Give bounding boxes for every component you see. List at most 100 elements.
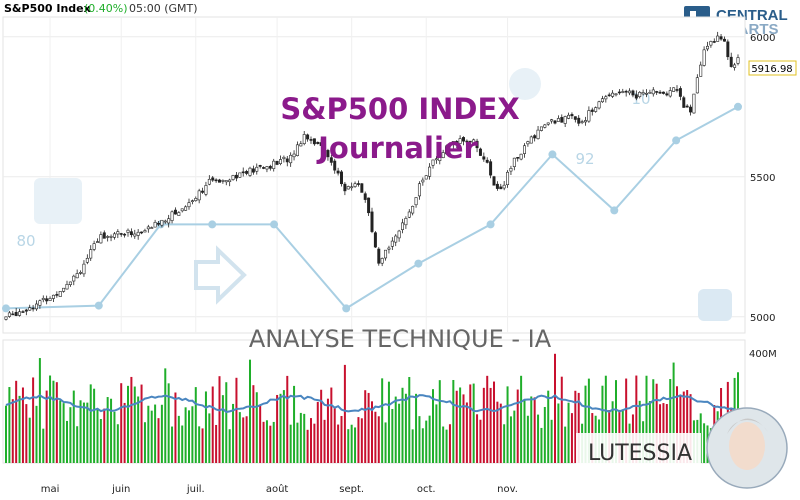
volume-bar — [547, 390, 550, 463]
candle-body — [478, 148, 482, 156]
volume-bar — [232, 403, 235, 463]
volume-bar — [249, 359, 251, 463]
volume-bar — [11, 399, 14, 463]
volume-bar — [435, 404, 438, 463]
volume-bar — [533, 397, 536, 463]
candle-body — [224, 180, 228, 183]
volume-bar — [584, 385, 587, 463]
candle-body — [126, 229, 130, 233]
change-percent: (0.40%) — [84, 2, 128, 15]
candle-body — [692, 93, 696, 114]
volume-bar — [689, 394, 692, 463]
candle-body — [275, 160, 279, 165]
volume-bar — [340, 416, 343, 463]
volume-bar — [66, 420, 68, 463]
volume-bar — [299, 412, 302, 463]
candle-body — [628, 90, 632, 94]
candle-body — [75, 273, 79, 279]
volume-bar — [574, 390, 577, 463]
candle-body — [695, 77, 699, 94]
volume-bar — [130, 376, 133, 463]
candle-body — [153, 221, 157, 228]
candle-body — [160, 219, 164, 226]
volume-bar — [238, 412, 241, 463]
volume-bar — [269, 425, 272, 463]
volume-bar — [418, 416, 421, 463]
candle-body — [384, 249, 388, 259]
candle-body — [207, 178, 211, 185]
volume-bar — [540, 427, 543, 463]
candle-body — [306, 134, 310, 140]
candle-body — [529, 136, 533, 144]
candle-body — [180, 208, 184, 212]
candle-body — [414, 197, 418, 206]
candle-body — [638, 92, 642, 98]
candle-body — [177, 212, 181, 216]
volume-bar — [177, 415, 180, 463]
candle-body — [614, 93, 618, 96]
volume-bar — [296, 422, 299, 463]
candle-body — [533, 135, 537, 139]
candle-body — [716, 35, 720, 42]
x-tick-label: juin — [111, 484, 130, 495]
author-name: LUTESSIA — [588, 441, 692, 466]
volume-bar — [150, 410, 153, 463]
candle-body — [360, 183, 364, 193]
volume-axis-label: 400M — [749, 349, 777, 360]
candle-body — [340, 171, 343, 185]
volume-bar — [221, 395, 224, 463]
volume-bar — [357, 417, 360, 463]
volume-bar — [482, 387, 485, 463]
candle-body — [45, 298, 49, 302]
volume-bar — [245, 416, 248, 463]
volume-bar — [89, 384, 92, 463]
volume-bar — [682, 391, 685, 463]
candle-body — [590, 109, 594, 112]
volume-bar — [35, 405, 38, 463]
candle-body — [689, 106, 693, 113]
candle-body — [380, 258, 384, 264]
candle-body — [214, 179, 218, 182]
volume-bar — [384, 422, 387, 463]
volume-bar — [601, 385, 604, 463]
candle-body — [62, 287, 66, 292]
candle-body — [438, 156, 442, 161]
volume-bar — [93, 388, 96, 463]
candle-body — [279, 159, 282, 164]
candle-body — [231, 175, 235, 180]
candle-body — [523, 145, 526, 154]
candle-body — [35, 303, 38, 310]
candle-body — [238, 172, 242, 178]
volume-bar — [398, 403, 401, 463]
candle-body — [116, 231, 120, 235]
volume-bar — [638, 400, 641, 463]
volume-bar — [86, 402, 89, 463]
candle-body — [119, 233, 123, 235]
candle-body — [485, 159, 489, 163]
candle-body — [55, 294, 59, 296]
candle-body — [319, 142, 323, 146]
candle-body — [550, 119, 554, 122]
candle-body — [282, 156, 286, 159]
volume-bar — [479, 419, 482, 463]
candle-body — [394, 235, 398, 243]
candle-body — [556, 118, 560, 122]
volume-bar — [625, 378, 628, 463]
candle-body — [285, 158, 289, 163]
volume-bar — [323, 419, 326, 463]
volume-bar — [113, 411, 116, 463]
candle-body — [218, 179, 221, 183]
candle-body — [424, 175, 428, 180]
volume-bar — [554, 353, 556, 463]
chart-subtitle: Journalier — [316, 131, 478, 165]
volume-bar — [140, 384, 143, 463]
candle-body — [441, 152, 445, 158]
candle-body — [563, 116, 567, 124]
volume-bar — [652, 379, 655, 463]
volume-bar — [69, 407, 72, 463]
volume-bar — [550, 419, 553, 463]
candle-body — [89, 249, 93, 259]
volume-bar — [103, 408, 106, 463]
candle-body — [719, 36, 723, 40]
